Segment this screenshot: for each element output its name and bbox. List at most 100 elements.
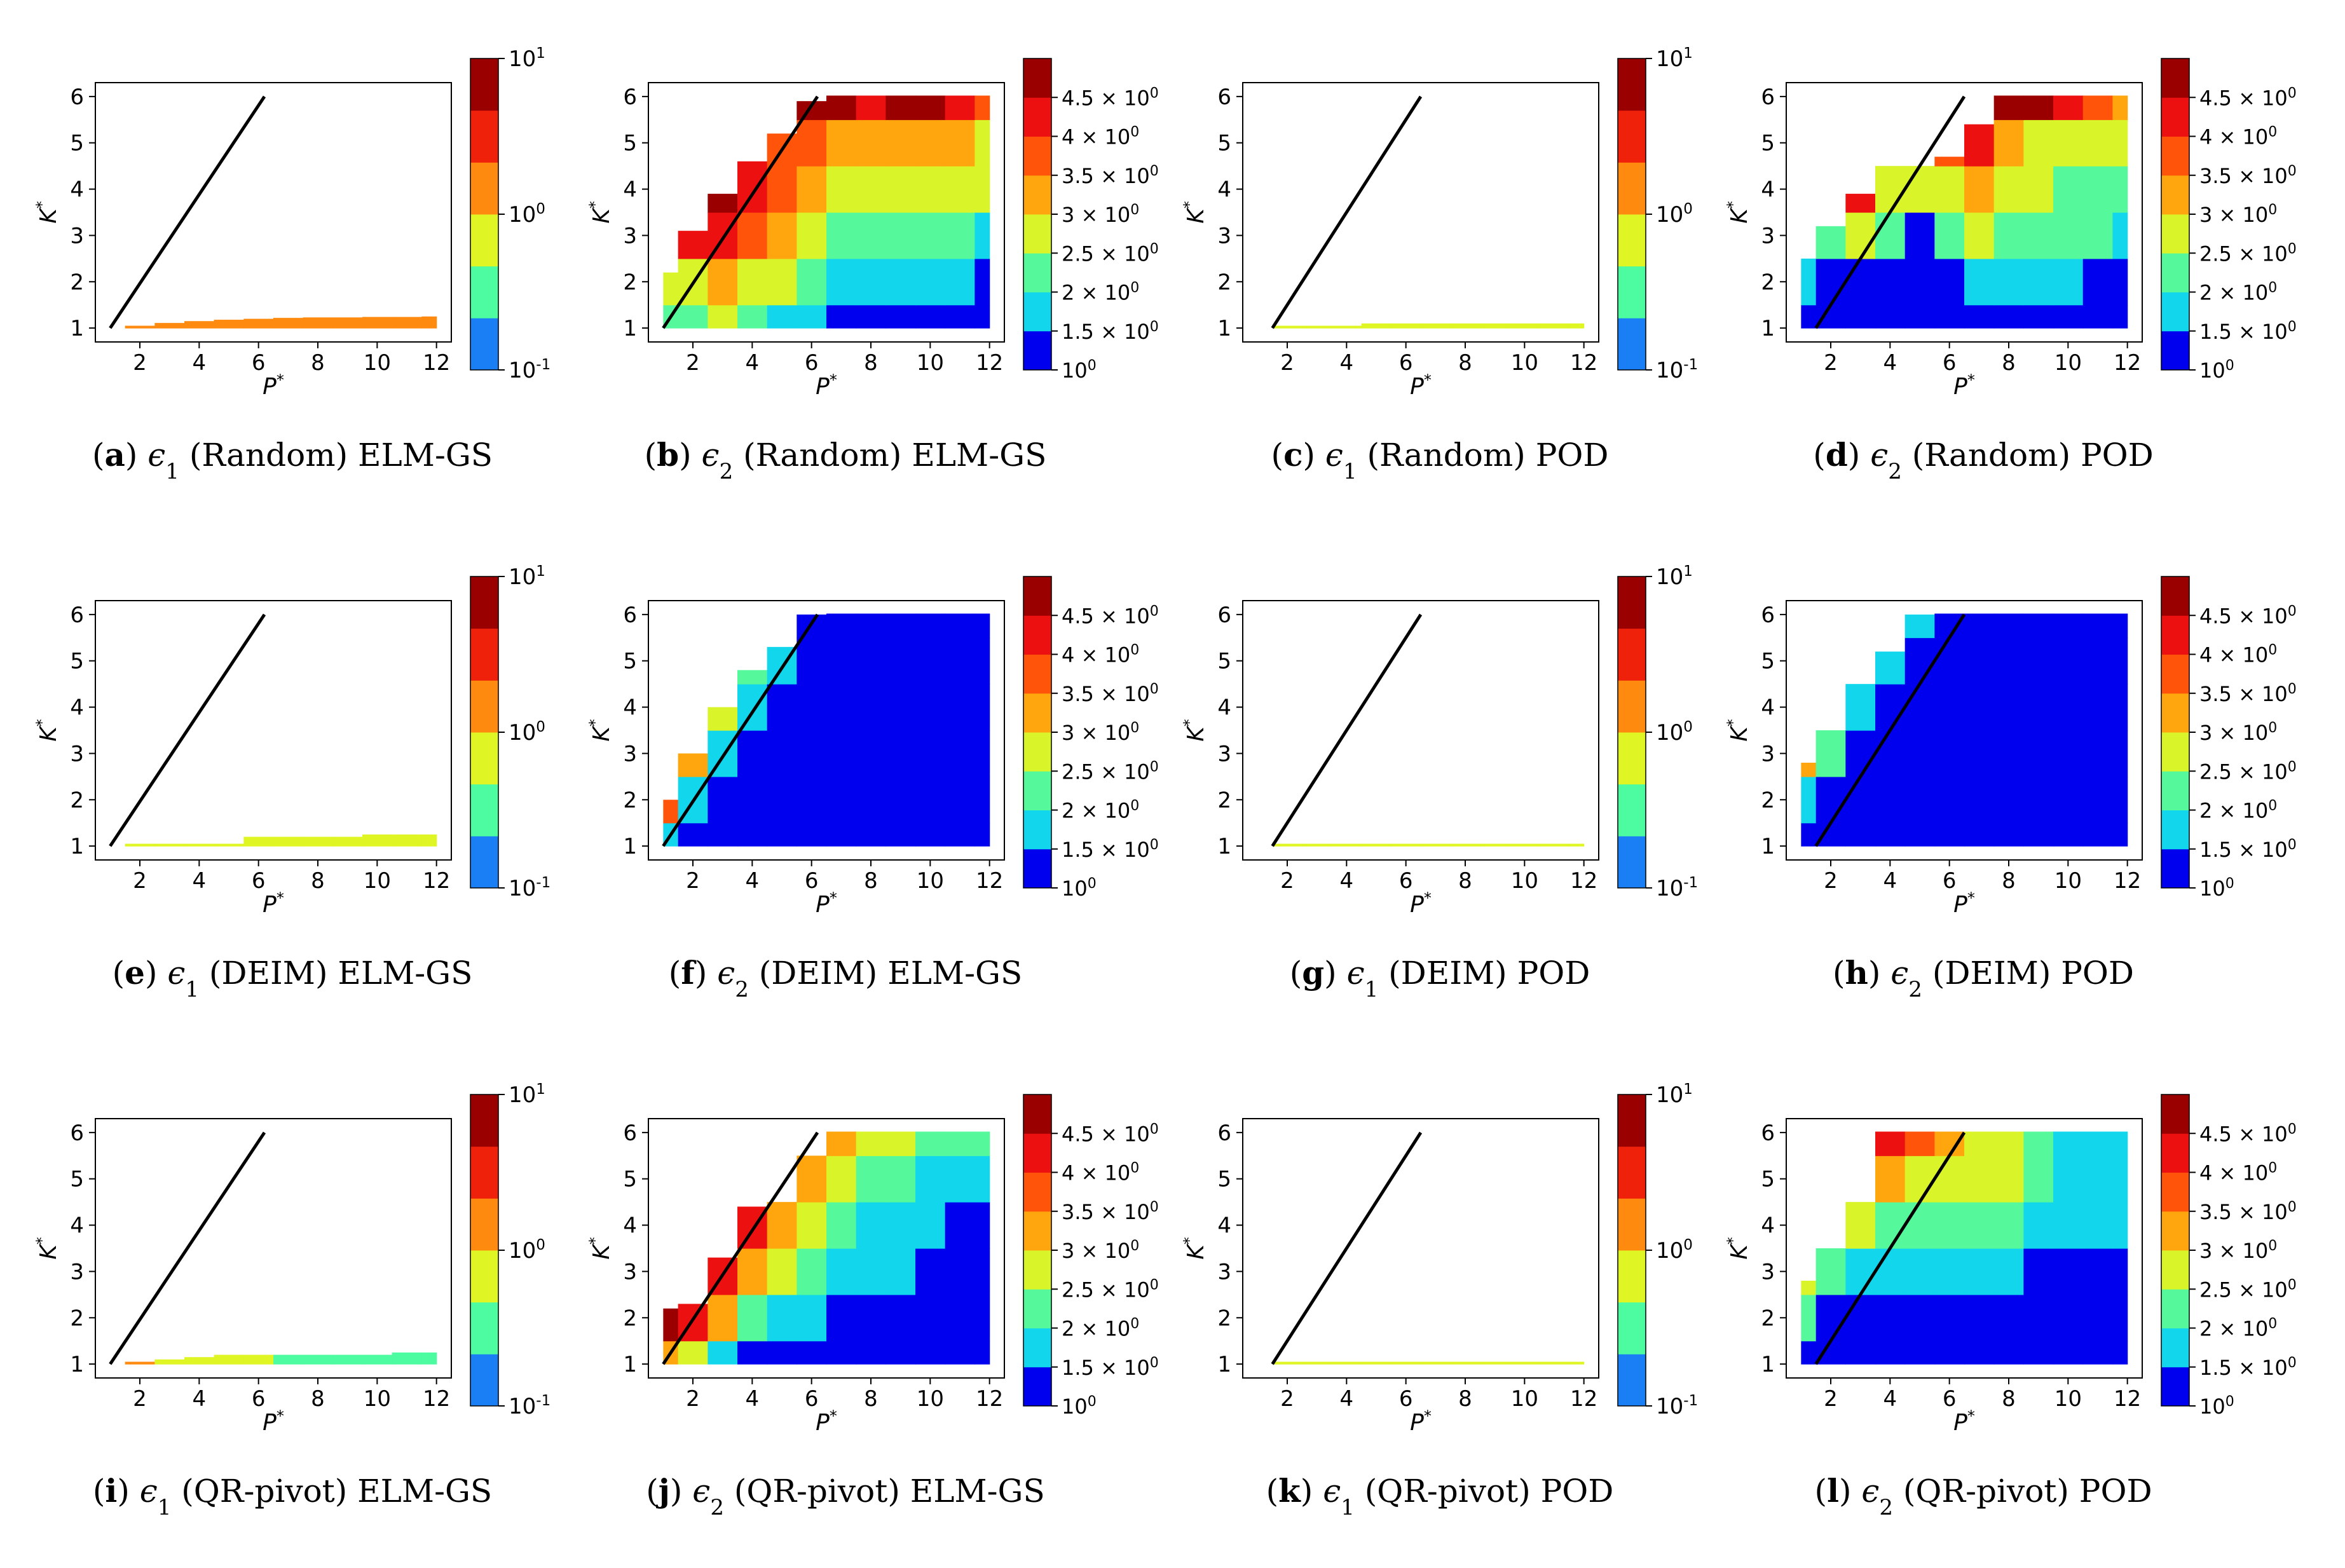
contour-cell (2023, 1248, 2054, 1295)
y-tick-label: 3 (70, 1259, 84, 1285)
panel-caption: (h) ϵ2 (DEIM) POD (1833, 954, 2134, 1002)
colorbar-tick-label: 100 (1656, 1237, 1693, 1264)
x-tick-label: 12 (2114, 350, 2141, 376)
contour-cell (2112, 304, 2128, 329)
x-tick-label: 6 (252, 350, 266, 376)
contour-cell (1815, 1294, 1846, 1342)
contour-cell (273, 836, 304, 847)
contour-cell (856, 637, 886, 685)
contour-cell (974, 730, 990, 777)
y-axis-label: K* (1180, 1237, 1209, 1260)
contour-cell (1934, 613, 1965, 638)
colorbar-tick-label: 2 × 100 (2199, 798, 2277, 823)
colorbar-segment (1618, 680, 1646, 733)
contour-cell (796, 776, 827, 824)
colorbar-tick-label: 3.5 × 100 (2199, 681, 2297, 706)
y-axis-label: K* (586, 201, 615, 224)
contour-cell (856, 1294, 886, 1342)
contour-cell (1904, 822, 1935, 847)
x-tick-label: 12 (976, 350, 1003, 376)
x-tick-label: 10 (2054, 868, 2082, 894)
contour-cell (856, 730, 886, 777)
colorbar-tick-label: 2.5 × 100 (2199, 1277, 2297, 1302)
colorbar-segment (1023, 732, 1051, 772)
y-tick-label: 1 (1217, 316, 1231, 341)
contour-cell (1845, 1340, 1876, 1365)
axes-frame (648, 600, 1005, 861)
contour-cell (708, 1294, 738, 1342)
x-axis-label: P* (816, 1407, 837, 1436)
contour-cell (1845, 1294, 1876, 1342)
contour-cell (1964, 684, 1995, 731)
contour-cell (1875, 1202, 1906, 1249)
contour-cell (2053, 258, 2084, 306)
x-tick-label: 12 (423, 350, 450, 376)
x-tick-label: 8 (311, 350, 325, 376)
x-tick-label: 12 (2114, 868, 2141, 894)
contour-cell (796, 304, 827, 329)
contour-cell (2112, 822, 2128, 847)
x-tick-label: 4 (746, 350, 760, 376)
contour-cell (737, 1294, 768, 1342)
contour-cell (885, 1156, 916, 1203)
contour-cell (767, 1248, 797, 1295)
colorbar-segment (1023, 1094, 1051, 1134)
colorbar-segment (470, 1250, 498, 1303)
y-tick-label: 6 (1761, 85, 1775, 110)
contour-cell (1934, 1131, 1965, 1156)
colorbar-segment (1023, 58, 1051, 98)
contour-cell (915, 1131, 946, 1156)
axes-background (95, 83, 451, 342)
trend-line (1271, 95, 1423, 329)
x-tick-label: 2 (1824, 868, 1838, 894)
x-tick-label: 10 (1511, 868, 1538, 894)
x-tick-label: 2 (1280, 350, 1294, 376)
contour-cell (796, 637, 827, 685)
colorbar-segment (2161, 214, 2189, 254)
x-axis-label: P* (263, 1407, 284, 1436)
y-tick-label: 3 (1761, 741, 1775, 767)
contour-cell (303, 317, 333, 329)
contour-cell (1801, 258, 1817, 306)
y-tick-label: 5 (1217, 649, 1231, 674)
contour-cell (1993, 258, 2024, 306)
contour-cell (332, 317, 363, 329)
contour-cell (915, 730, 946, 777)
y-tick-label: 1 (1217, 834, 1231, 859)
colorbar-segment (470, 836, 498, 889)
contour-cell (856, 684, 886, 731)
contour-cell (2053, 95, 2084, 120)
contour-cell (1875, 1248, 1906, 1295)
contour-cell (2082, 119, 2113, 167)
trend-line (662, 613, 819, 847)
contour-cells (1272, 323, 1585, 329)
colorbar-tick-label: 2.5 × 100 (1062, 241, 1159, 266)
colorbar-segment (1023, 175, 1051, 215)
contour-cell (2053, 776, 2084, 824)
contour-cell (767, 1294, 797, 1342)
contour-cell (2082, 1248, 2113, 1295)
panel-caption: (f) ϵ2 (DEIM) ELM-GS (669, 954, 1022, 1002)
contour-cell (1302, 843, 1332, 847)
x-tick-label: 4 (193, 1386, 207, 1412)
colorbar-tick-label: 4 × 100 (1062, 1160, 1139, 1185)
contour-cell (826, 95, 857, 120)
colorbar-segment (470, 1354, 498, 1407)
x-axis-label: P* (263, 371, 284, 400)
contour-cell (974, 776, 990, 824)
contour-cell (1272, 1361, 1302, 1365)
contour-cell (2023, 304, 2054, 329)
x-tick-label: 4 (1340, 868, 1354, 894)
contour-cell (1801, 776, 1817, 824)
contour-cell (303, 1354, 333, 1365)
x-tick-label: 4 (1340, 1386, 1354, 1412)
colorbar-segment (2161, 136, 2189, 176)
trend-line (1814, 95, 1966, 329)
contour-cell (974, 613, 990, 638)
colorbar-tick-label: 2.5 × 100 (1062, 1277, 1159, 1302)
contour-cell (1964, 776, 1995, 824)
contour-cell (856, 258, 886, 306)
contour-cell (1993, 1340, 2024, 1365)
colorbar-tick-label: 1.5 × 100 (1062, 318, 1159, 344)
